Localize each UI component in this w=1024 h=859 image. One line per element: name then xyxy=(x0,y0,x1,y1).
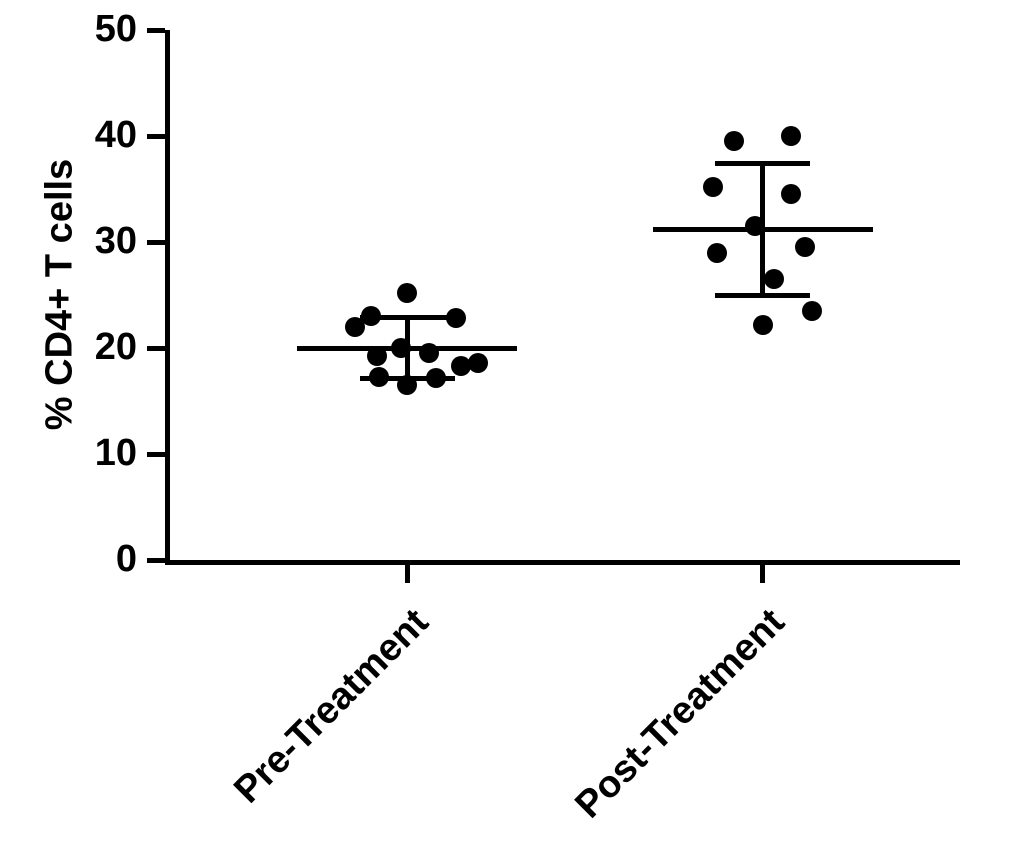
error-bar-lower-cap xyxy=(715,293,810,298)
error-bar-upper-cap xyxy=(715,161,810,166)
y-tick-label: 40 xyxy=(0,114,137,157)
data-point xyxy=(703,177,723,197)
x-category-label: Post-Treatment xyxy=(480,601,793,859)
data-point xyxy=(397,283,417,303)
y-tick xyxy=(147,452,165,457)
data-point xyxy=(369,367,389,387)
y-axis-line xyxy=(165,30,170,565)
y-tick xyxy=(147,134,165,139)
y-tick xyxy=(147,28,165,33)
y-tick-label: 30 xyxy=(0,220,137,263)
data-point xyxy=(426,368,446,388)
data-point xyxy=(745,216,765,236)
data-point xyxy=(397,375,417,395)
x-category-label: Pre-Treatment xyxy=(124,601,437,859)
y-tick xyxy=(147,240,165,245)
cd4-scatter-chart: % CD4+ T cells 0 10 20 30 40 50 Pre-TreatmentP… xyxy=(0,0,1024,859)
data-point xyxy=(707,243,727,263)
plot-area xyxy=(170,30,960,560)
data-point xyxy=(781,126,801,146)
data-point xyxy=(361,306,381,326)
y-axis-title: % CD4+ T cells xyxy=(39,135,82,455)
data-point xyxy=(802,301,822,321)
y-tick xyxy=(147,346,165,351)
data-point xyxy=(468,353,488,373)
data-point xyxy=(367,346,387,366)
data-point xyxy=(764,269,784,289)
x-tick xyxy=(405,565,410,583)
y-tick-label: 10 xyxy=(0,432,137,475)
y-tick xyxy=(147,558,165,563)
y-tick-label: 20 xyxy=(0,326,137,369)
data-point xyxy=(753,315,773,335)
x-axis-line xyxy=(165,560,960,565)
x-tick xyxy=(760,565,765,583)
y-tick-label: 50 xyxy=(0,8,137,51)
y-tick-label: 0 xyxy=(0,538,137,581)
